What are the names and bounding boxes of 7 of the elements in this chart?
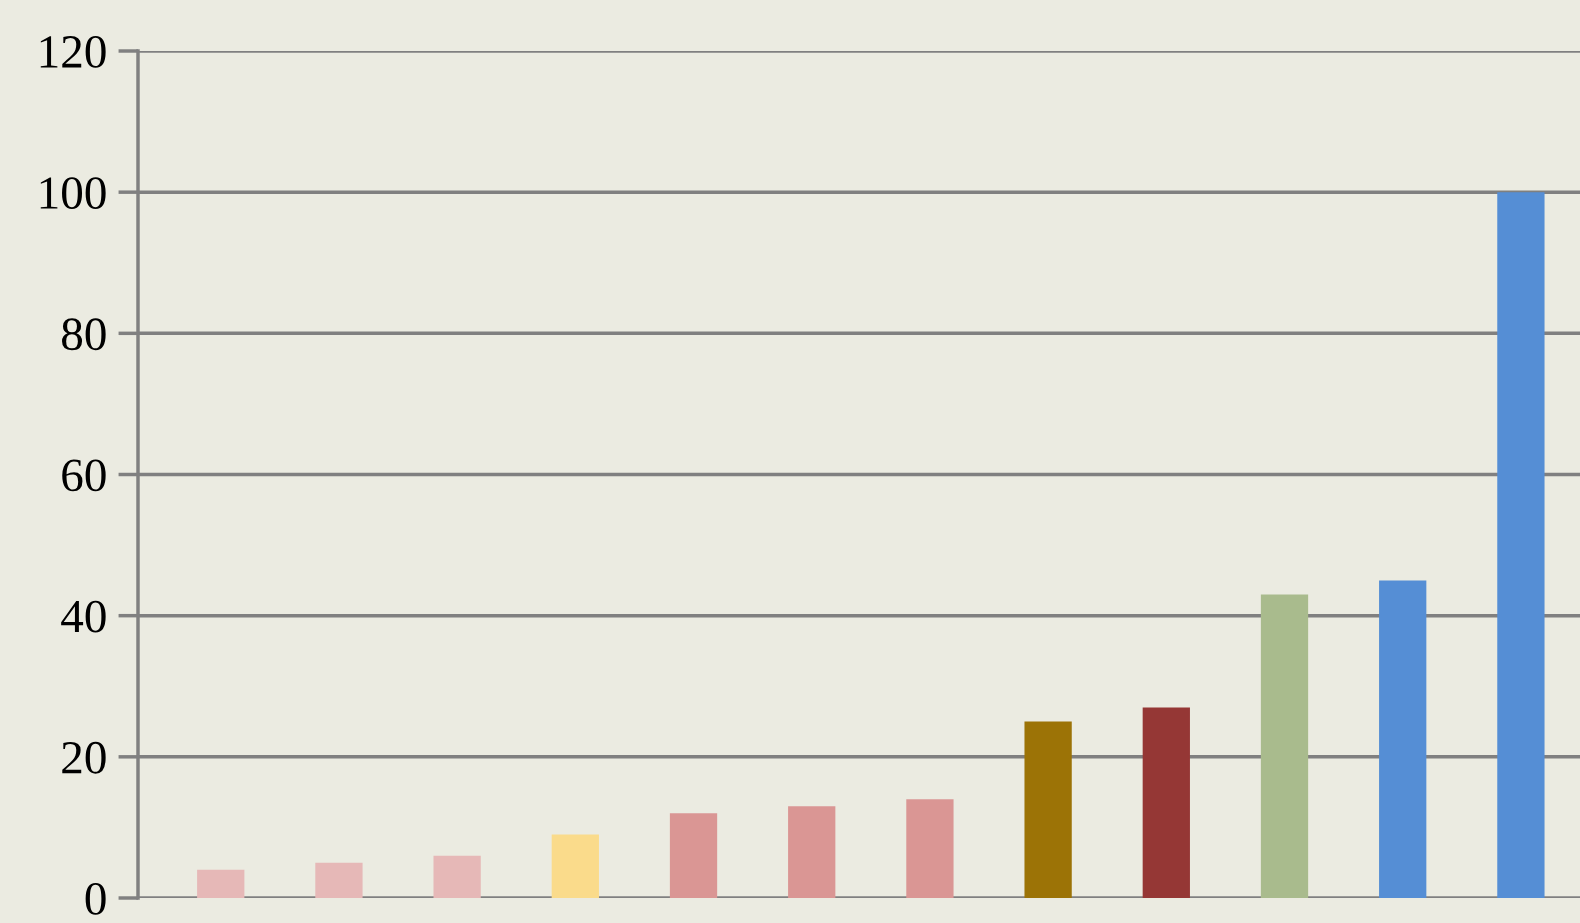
y-tick-label: 60 (62, 459, 106, 492)
y-tick-label: 0 (85, 882, 106, 915)
y-tick-label: 20 (62, 741, 106, 774)
y-tick-label: 40 (61, 600, 106, 633)
y-tick-label: 120 (40, 35, 106, 68)
y-tick-label: 80 (62, 318, 106, 351)
y-tick-label: 100 (40, 177, 106, 210)
